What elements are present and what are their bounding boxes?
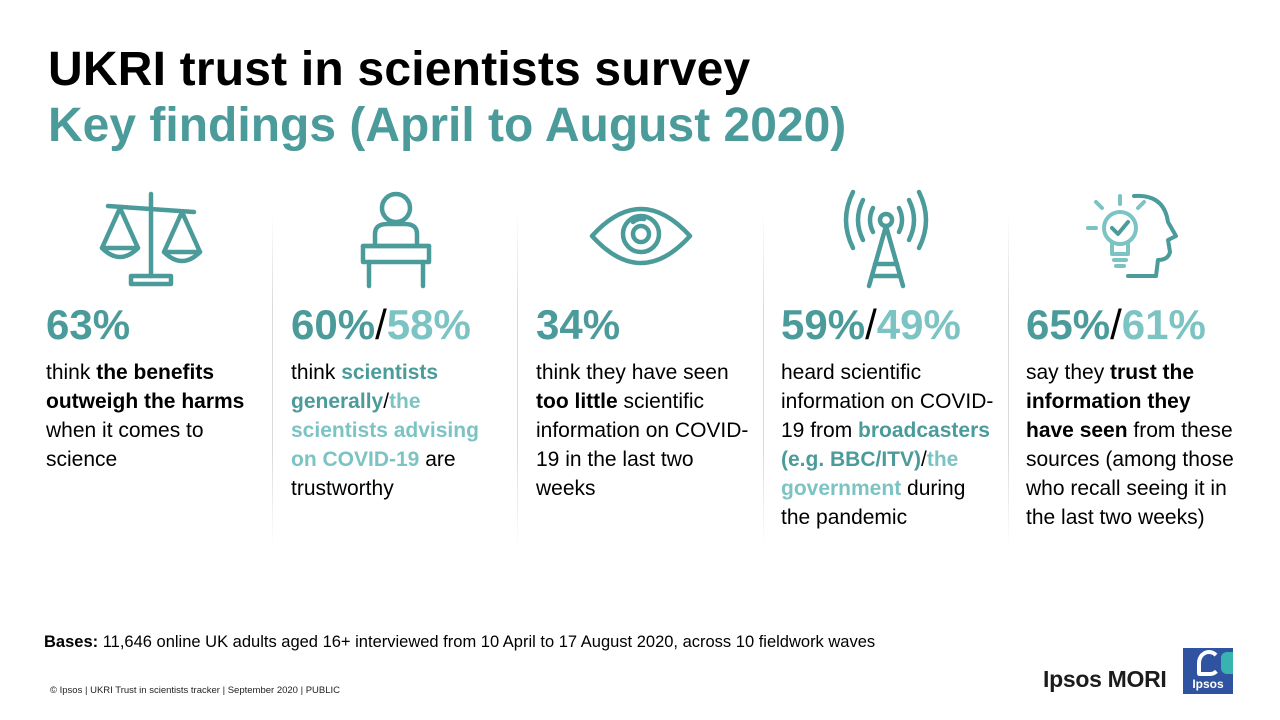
desc-text: / <box>383 390 390 413</box>
stat-separator: / <box>865 301 877 348</box>
finding-card-trustworthy: 60%/58% think scientists generally/the s… <box>291 188 511 558</box>
desc-text: say they <box>1026 361 1111 384</box>
desc-text: when it comes to science <box>46 419 204 471</box>
finding-card-trust-info: 65%/61% say they trust the information t… <box>1026 188 1246 558</box>
desc-text: think <box>46 361 97 384</box>
logo-teal-shape <box>1221 652 1233 674</box>
ipsos-logo-icon: Ipsos <box>1183 648 1233 694</box>
desc-highlight-secondary: the government <box>781 448 959 500</box>
desc-text: think <box>291 361 342 384</box>
ipsos-mori-logo-text: Ipsos MORI <box>1043 666 1167 692</box>
stat-value: 63% <box>46 304 130 346</box>
finding-description: think scientists generally/the scientist… <box>291 358 509 503</box>
stat-value: 59%/49% <box>781 304 961 346</box>
column-divider <box>272 210 273 550</box>
stat-value: 60%/58% <box>291 304 471 346</box>
footer-copyright: © Ipsos | UKRI Trust in scientists track… <box>50 685 341 696</box>
stat-primary: 34% <box>536 301 621 348</box>
logo-badge-label: Ipsos <box>1192 677 1224 691</box>
finding-description: heard scientific information on COVID-19… <box>781 358 999 532</box>
stat-primary: 63% <box>46 301 131 348</box>
desc-text: during the pandemic <box>781 477 966 529</box>
desc-highlight-primary: broadcasters (e.g. BBC/ITV) <box>781 419 990 471</box>
desc-text: are trustworthy <box>291 448 456 500</box>
stat-primary: 65% <box>1026 301 1111 348</box>
page-subtitle: Key findings (April to August 2020) <box>48 99 847 152</box>
stat-primary: 60% <box>291 301 376 348</box>
stat-separator: / <box>375 301 387 348</box>
finding-card-too-little: 34% think they have seen too little scie… <box>536 188 756 558</box>
desc-text: heard scientific information on COVID-19… <box>781 361 994 442</box>
stat-secondary: 58% <box>386 301 471 348</box>
stat-value: 65%/61% <box>1026 304 1206 346</box>
desc-bold: trust the information they have seen <box>1026 361 1195 442</box>
desc-text: / <box>921 448 927 471</box>
page-title: UKRI trust in scientists survey <box>48 43 751 96</box>
desc-bold: the benefits outweigh the harms <box>46 361 245 413</box>
head-lightbulb-icon <box>1076 188 1186 290</box>
finding-card-sources: 59%/49% heard scientific information on … <box>781 188 1001 558</box>
broadcast-tower-icon <box>831 188 941 290</box>
finding-description: say they trust the information they have… <box>1026 358 1244 532</box>
bases-label: Bases: <box>44 633 99 651</box>
stat-primary: 59% <box>781 301 866 348</box>
logo-swirl <box>1197 650 1221 676</box>
eye-icon <box>586 188 696 290</box>
column-divider <box>763 210 764 550</box>
bases-text: 11,646 online UK adults aged 16+ intervi… <box>98 633 876 651</box>
finding-card-benefits: 63% think the benefits outweigh the harm… <box>46 188 266 558</box>
scientist-at-desk-icon <box>341 188 451 290</box>
stat-secondary: 49% <box>876 301 961 348</box>
scales-icon <box>96 188 206 290</box>
desc-text: think they have seen <box>536 361 729 384</box>
bases-note: Bases: 11,646 online UK adults aged 16+ … <box>44 633 875 652</box>
desc-bold: too little <box>536 390 618 413</box>
finding-description: think the benefits outweigh the harms wh… <box>46 358 264 474</box>
column-divider <box>517 210 518 550</box>
desc-text: scientific information on COVID-19 in th… <box>536 390 749 500</box>
desc-highlight-primary: scientists generally <box>291 361 439 413</box>
stat-separator: / <box>1110 301 1122 348</box>
stat-secondary: 61% <box>1121 301 1206 348</box>
column-divider <box>1008 210 1009 550</box>
finding-description: think they have seen too little scientif… <box>536 358 754 503</box>
desc-text: from these sources (among those who reca… <box>1026 419 1234 529</box>
stat-value: 34% <box>536 304 620 346</box>
desc-highlight-secondary: the scientists advising on COVID-19 <box>291 390 479 471</box>
